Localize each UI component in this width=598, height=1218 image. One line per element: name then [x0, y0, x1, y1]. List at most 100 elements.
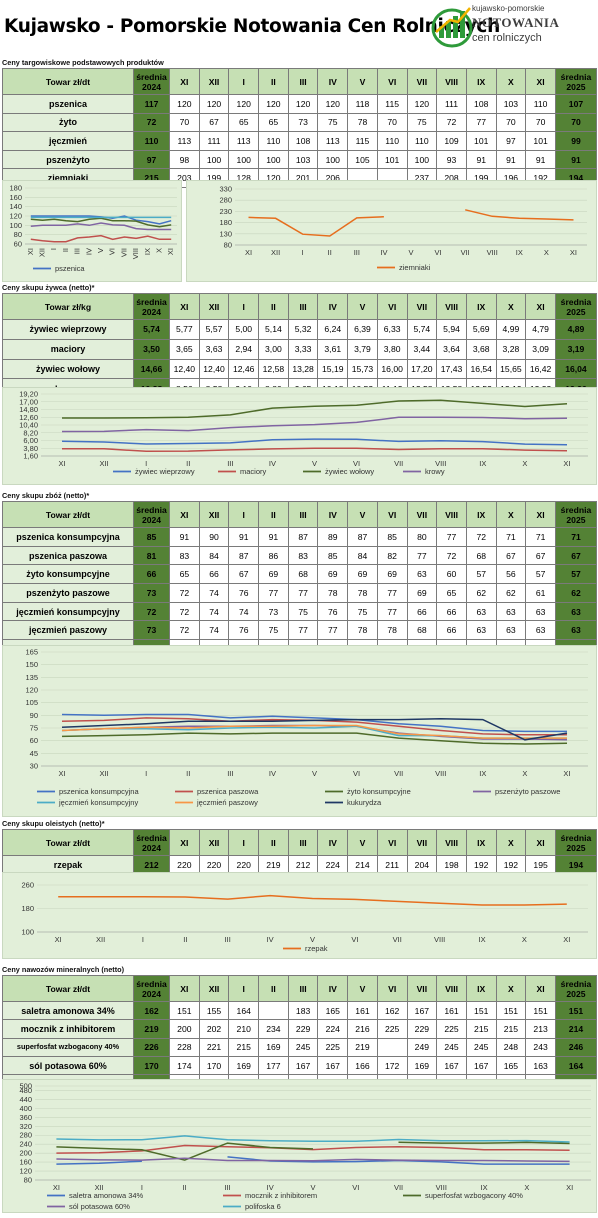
- column-header-month: XII: [198, 829, 230, 856]
- row-month-value: 101: [376, 149, 408, 170]
- y-tick-label: 80: [24, 1176, 32, 1185]
- row-month-value: 3,28: [495, 338, 527, 360]
- row-month-value: 120: [169, 94, 200, 114]
- column-header-month: XI: [525, 68, 556, 95]
- row-month-value: 69: [347, 564, 378, 585]
- row-month-value: 16,00: [376, 358, 408, 380]
- x-tick-label: III: [227, 769, 233, 778]
- column-header-month: VI: [376, 293, 408, 320]
- row-month-value: 87: [347, 527, 378, 547]
- row-month-value: 111: [198, 131, 230, 151]
- x-tick-label: XII: [271, 248, 280, 257]
- row-month-value: 3,65: [169, 338, 200, 360]
- row-avg-2024: 97: [133, 149, 170, 170]
- row-avg-2025: 57: [554, 564, 598, 585]
- column-header-month: X: [495, 293, 527, 320]
- row-month-value: 5,00: [228, 319, 260, 340]
- column-header-month: XI: [525, 293, 556, 320]
- row-product-name: pszenżyto paszowe: [2, 583, 134, 603]
- y-tick-label: 500: [19, 1082, 32, 1091]
- row-month-value: 75: [317, 112, 349, 133]
- column-header-month: III: [287, 68, 319, 95]
- row-month-value: 73: [258, 601, 289, 622]
- x-tick-label: XI: [566, 1183, 573, 1192]
- row-avg-2025: 151: [554, 1000, 598, 1021]
- row-month-value: 6,33: [376, 319, 408, 340]
- column-header-month: XII: [198, 68, 230, 95]
- row-month-value: 174: [169, 1055, 200, 1076]
- row-month-value: 82: [376, 545, 408, 566]
- row-month-value: 62: [465, 583, 497, 603]
- row-avg-2024: 226: [133, 1037, 170, 1057]
- row-month-value: 63: [406, 564, 438, 585]
- row-month-value: 161: [347, 1000, 378, 1021]
- y-tick-label: 280: [19, 1131, 32, 1140]
- logo: kujawsko-pomorskie NOTOWANIA cen rolnicz…: [430, 2, 598, 52]
- x-tick-label: III: [73, 248, 82, 254]
- column-header-product: Towar zł/kg: [2, 293, 134, 320]
- series-line-c1a-4: [30, 222, 172, 231]
- y-tick-label: 180: [21, 904, 34, 913]
- x-tick-label: IX: [481, 1183, 488, 1192]
- row-month-value: 183: [287, 1000, 319, 1021]
- series-line-c2-2: [62, 399, 568, 419]
- row-month-value: 220: [228, 855, 260, 875]
- x-tick-label: V: [310, 1183, 315, 1192]
- column-header-month: I: [228, 829, 260, 856]
- x-tick-label: VI: [435, 248, 442, 257]
- row-month-value: 101: [525, 131, 556, 151]
- x-tick-label: I: [145, 769, 147, 778]
- table-row: superfosfat wzbogacony 40% 226 228 221 215 16…: [2, 1037, 598, 1057]
- x-tick-label: IX: [479, 459, 486, 468]
- row-month-value: 110: [406, 131, 438, 151]
- logo-line-3: cen rolniczych: [472, 32, 542, 44]
- row-month-value: 120: [406, 94, 438, 114]
- column-header-avg-2025: średnia 2025: [554, 829, 598, 856]
- column-header-month: XI: [169, 501, 200, 528]
- row-month-value: 67: [495, 545, 527, 566]
- legend-label: sól potasowa 60%: [69, 1202, 130, 1211]
- row-avg-2025: 67: [554, 545, 598, 566]
- row-month-value: 165: [317, 1000, 349, 1021]
- table-row: maciory 3,50 3,65 3,63 2,94 3,00 3,33 3,61 3,79 3…: [2, 338, 598, 360]
- column-header-month: XI: [169, 975, 200, 1002]
- column-header-month: V: [347, 975, 378, 1002]
- column-header-month: IX: [465, 293, 497, 320]
- x-tick-label: VI: [351, 935, 358, 944]
- row-month-value: 77: [317, 620, 349, 641]
- y-tick-label: 120: [9, 212, 22, 221]
- column-header-month: VII: [406, 975, 438, 1002]
- x-tick-label: X: [522, 459, 527, 468]
- column-header-month: VI: [376, 68, 408, 95]
- y-tick-label: 140: [9, 202, 22, 211]
- row-month-value: 3,64: [436, 338, 467, 360]
- table-row: jęczmień konsumpcyjny 72 72 74 74 73 75 76 75 77 6…: [2, 601, 598, 622]
- legend-label: jęczmień konsumpcyjny: [58, 798, 138, 807]
- legend-label: superfosfat wzbogacony 40%: [425, 1191, 523, 1200]
- y-tick-label: 14,80: [19, 405, 38, 414]
- row-month-value: 165: [495, 1055, 527, 1076]
- x-tick-label: XI: [55, 935, 62, 944]
- row-month-value: 113: [317, 131, 349, 151]
- row-month-value: 15,73: [347, 358, 378, 380]
- row-month-value: 108: [287, 131, 319, 151]
- y-tick-label: 330: [219, 185, 232, 194]
- series-line-c5-4: [56, 1135, 570, 1143]
- row-avg-2024: 117: [133, 94, 170, 114]
- row-avg-2024: 162: [133, 1000, 170, 1021]
- row-month-value: 210: [228, 1019, 260, 1039]
- row-month-value: 5,32: [287, 319, 319, 340]
- table-row: rzepak 212 220 220 220 219 212 224 214 211 204 198 1…: [2, 855, 598, 875]
- row-month-value: 72: [436, 112, 467, 133]
- y-tick-label: 120: [25, 686, 38, 695]
- column-header-month: II: [258, 68, 289, 95]
- row-product-name: jęczmień paszowy: [2, 620, 134, 641]
- y-tick-label: 10,40: [19, 421, 38, 430]
- y-tick-label: 19,20: [19, 390, 38, 399]
- x-tick-label: IV: [267, 935, 274, 944]
- column-header-month: X: [495, 975, 527, 1002]
- y-tick-label: 12,60: [19, 413, 38, 422]
- table-row: jęczmień 110 113 111 113 110 108 113 115 110 110 10…: [2, 131, 598, 151]
- column-header-product: Towar zł/dt: [2, 501, 134, 528]
